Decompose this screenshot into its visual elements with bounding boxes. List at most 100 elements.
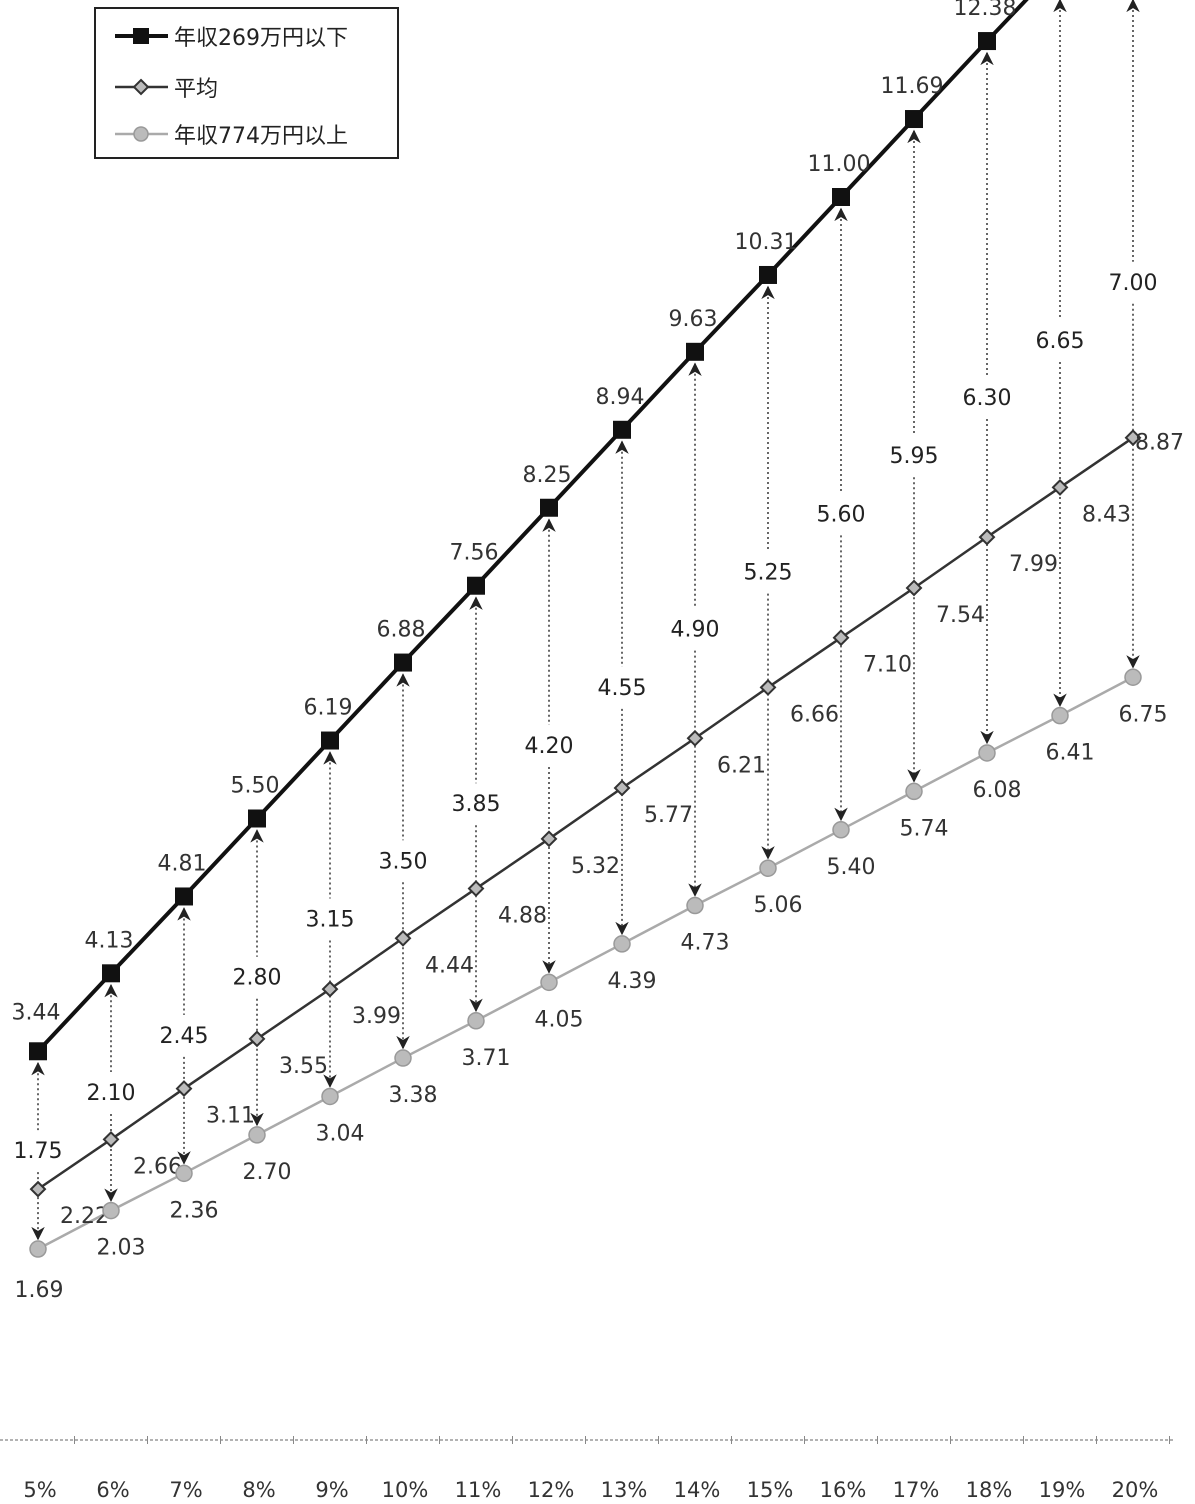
data-point-diamond — [905, 579, 923, 597]
data-label: 11.69 — [881, 74, 944, 99]
data-point-diamond — [175, 1080, 193, 1097]
legend-marker-square-icon — [133, 28, 149, 44]
data-label: 2.66 — [133, 1154, 182, 1179]
data-point-circle — [1051, 706, 1069, 725]
data-point-diamond — [248, 1030, 266, 1048]
legend-item-low-income: 年収269万円以下 — [115, 26, 348, 51]
data-label: 8.94 — [596, 385, 645, 410]
data-label: 7.10 — [863, 653, 912, 678]
data-label: 6.66 — [790, 702, 839, 727]
data-point-circle — [1124, 668, 1142, 686]
data-point-square — [832, 188, 850, 206]
data-label: 4.39 — [608, 969, 657, 994]
difference-label: 3.85 — [452, 792, 501, 817]
series-line — [37, 436, 1134, 1191]
data-point-diamond — [759, 679, 777, 696]
data-point-square — [540, 498, 558, 517]
data-label: 4.88 — [498, 904, 547, 929]
difference-label: 6.65 — [1036, 329, 1085, 354]
x-tick-label: 17% — [893, 1478, 940, 1502]
data-point-circle — [321, 1087, 339, 1106]
data-label: 6.19 — [304, 696, 353, 721]
x-tick-label: 14% — [674, 1478, 721, 1502]
data-label: 5.40 — [827, 855, 876, 880]
data-point-diamond — [1051, 478, 1069, 496]
x-tick-label: 12% — [528, 1478, 575, 1502]
data-point-square — [467, 576, 485, 595]
data-label: 3.99 — [352, 1004, 401, 1029]
data-label: 6.41 — [1046, 741, 1095, 766]
data-point-diamond — [978, 528, 996, 546]
data-label: 2.70 — [243, 1160, 292, 1185]
data-label: 3.44 — [12, 1000, 61, 1025]
data-point-circle — [102, 1201, 120, 1220]
data-label: 3.55 — [279, 1054, 328, 1079]
data-point-circle — [467, 1012, 485, 1030]
x-tick-label: 8% — [242, 1478, 275, 1502]
data-point-diamond — [394, 929, 412, 947]
x-tick-label: 13% — [601, 1478, 648, 1502]
data-point-circle — [175, 1164, 193, 1183]
data-label: 8.25 — [523, 463, 572, 488]
data-label: 2.22 — [60, 1204, 109, 1229]
data-point-diamond — [613, 779, 631, 797]
data-label: 4.44 — [425, 953, 474, 978]
data-point-circle — [613, 935, 631, 953]
data-label: 2.36 — [170, 1198, 219, 1223]
difference-label: 2.45 — [160, 1024, 209, 1049]
data-label: 6.75 — [1119, 702, 1168, 727]
x-tick-label: 5% — [23, 1478, 56, 1502]
data-label: 5.77 — [644, 803, 693, 828]
data-label: 5.32 — [571, 854, 620, 879]
data-label: 3.71 — [462, 1046, 511, 1071]
data-point-diamond — [686, 729, 704, 747]
x-tick-label: 15% — [747, 1478, 794, 1502]
data-point-circle — [394, 1049, 412, 1067]
x-tick-label: 11% — [455, 1478, 502, 1502]
difference-label: 6.30 — [963, 386, 1012, 411]
data-point-diamond — [321, 980, 339, 998]
data-point-diamond — [1124, 429, 1142, 447]
data-label: 4.13 — [85, 928, 134, 953]
legend-item-high-income: 年収774万円以上 — [115, 124, 348, 149]
legend-marker-diamond-icon — [132, 78, 150, 96]
legend-label-high-income: 年収774万円以上 — [174, 124, 348, 149]
x-tick-label: 19% — [1039, 1478, 1086, 1502]
data-label: 7.99 — [1009, 552, 1058, 577]
data-label: 1.69 — [15, 1278, 64, 1303]
data-point-square — [175, 887, 193, 906]
data-point-square — [29, 1042, 47, 1061]
data-point-diamond — [29, 1180, 47, 1198]
data-point-circle — [540, 973, 558, 992]
data-point-circle — [686, 896, 704, 915]
data-label: 8.43 — [1082, 502, 1131, 527]
x-tick-label: 16% — [820, 1478, 867, 1502]
difference-label: 3.15 — [306, 908, 355, 933]
x-tick-label: 7% — [169, 1478, 202, 1502]
data-point-circle — [29, 1240, 47, 1258]
legend: 年収269万円以下 平均 年収774万円以上 — [94, 7, 399, 159]
data-label: 6.08 — [973, 778, 1022, 803]
data-point-square — [394, 653, 412, 672]
data-point-circle — [248, 1126, 266, 1144]
difference-label: 5.25 — [744, 561, 793, 586]
x-tick-label: 9% — [315, 1478, 348, 1502]
difference-label: 5.60 — [817, 502, 866, 527]
difference-label: 4.55 — [598, 676, 647, 701]
data-point-square — [613, 420, 631, 439]
x-tick-label: 10% — [382, 1478, 429, 1502]
data-label: 11.00 — [808, 152, 871, 177]
legend-marker-circle-icon — [133, 126, 149, 142]
data-point-circle — [832, 821, 850, 839]
data-label: 4.73 — [681, 931, 730, 956]
data-label: 6.88 — [377, 618, 426, 643]
data-label: 3.04 — [316, 1121, 365, 1146]
data-label: 6.21 — [717, 753, 766, 778]
data-label: 12.38 — [954, 0, 1017, 21]
data-label: 7.54 — [936, 603, 985, 628]
legend-label-low-income: 年収269万円以下 — [174, 26, 348, 51]
legend-label-average: 平均 — [174, 77, 218, 102]
data-point-diamond — [832, 629, 850, 647]
